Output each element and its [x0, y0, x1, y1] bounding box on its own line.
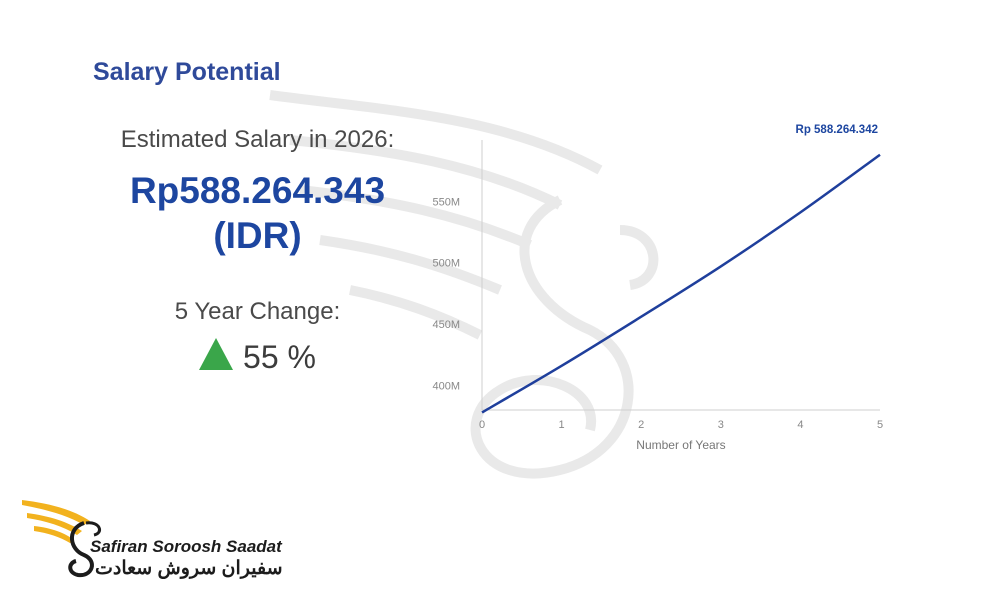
brand-name-fa: سفیران سروش سعادت: [95, 558, 283, 579]
x-axis-label: Number of Years: [636, 438, 725, 452]
five-year-change-label: 5 Year Change:: [174, 298, 341, 325]
estimated-salary-label: Estimated Salary in 2026:: [120, 126, 395, 153]
x-tick-label: 1: [559, 419, 565, 431]
x-tick-label: 0: [479, 419, 485, 431]
estimated-salary-value: Rp588.264.343: [129, 170, 386, 211]
y-tick-label: 550M: [432, 196, 460, 208]
end-value-label: Rp 588.264.342: [796, 124, 878, 136]
y-tick-label: 400M: [432, 380, 460, 392]
x-tick-label: 5: [877, 419, 883, 431]
brand-name-en: Safiran Soroosh Saadat: [90, 537, 282, 556]
y-tick-label: 500M: [432, 258, 460, 270]
estimated-salary-block: Rp588.264.343 (IDR): [60, 168, 455, 258]
estimated-salary-currency: (IDR): [213, 215, 302, 256]
up-arrow-icon: [199, 338, 234, 370]
x-tick-label: 2: [638, 419, 644, 431]
five-year-change: 55 %: [60, 338, 455, 376]
x-tick-label: 4: [797, 419, 803, 431]
company-logo: [22, 500, 102, 578]
salary-series-line: [481, 153, 881, 414]
y-tick-label: 450M: [432, 319, 460, 331]
five-year-change-value: 55 %: [243, 339, 316, 375]
x-tick-label: 3: [718, 419, 724, 431]
section-title: Salary Potential: [93, 58, 281, 86]
